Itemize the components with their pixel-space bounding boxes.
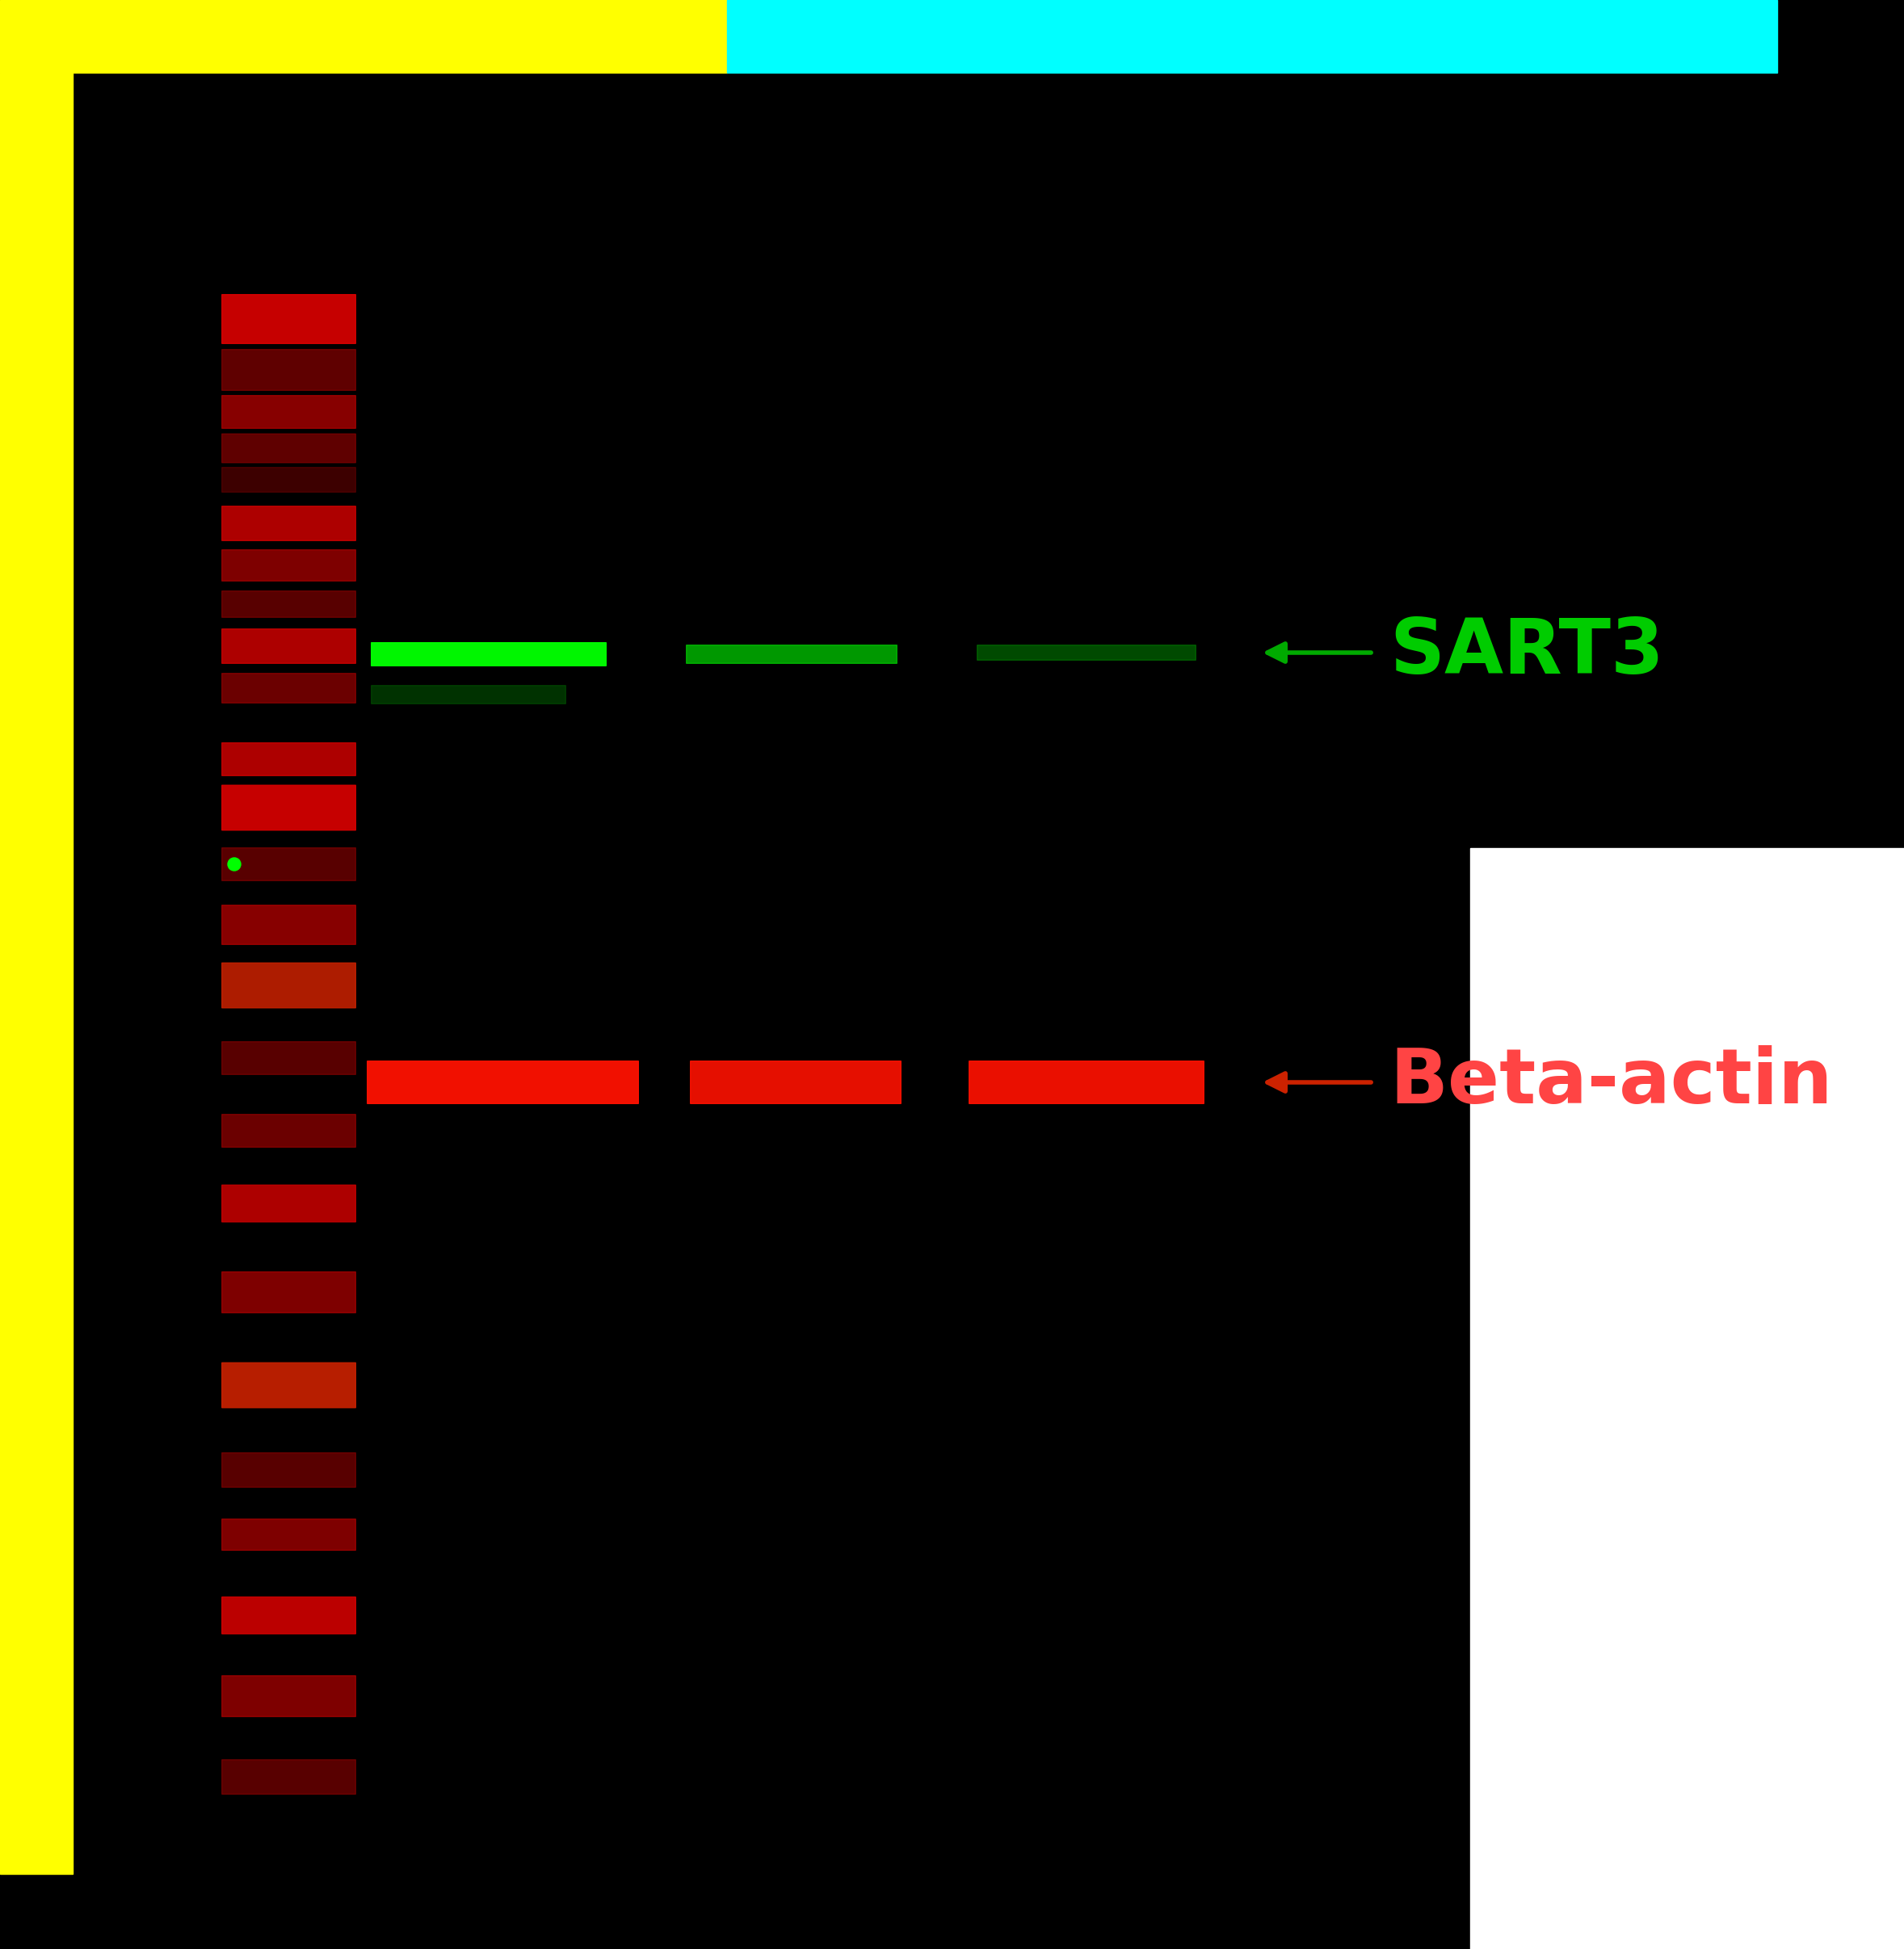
FancyBboxPatch shape (223, 1362, 356, 1407)
FancyBboxPatch shape (223, 294, 356, 343)
FancyBboxPatch shape (223, 349, 356, 390)
FancyBboxPatch shape (223, 1115, 356, 1148)
FancyBboxPatch shape (223, 1185, 356, 1222)
FancyBboxPatch shape (223, 1273, 356, 1314)
FancyBboxPatch shape (223, 1041, 356, 1074)
FancyBboxPatch shape (223, 743, 356, 776)
Circle shape (228, 858, 240, 871)
FancyBboxPatch shape (223, 591, 356, 618)
FancyBboxPatch shape (223, 396, 356, 429)
FancyBboxPatch shape (223, 468, 356, 493)
FancyBboxPatch shape (223, 1760, 356, 1795)
FancyBboxPatch shape (223, 630, 356, 663)
Bar (1470, 848, 1904, 1949)
Bar (727, 0, 1776, 72)
FancyBboxPatch shape (367, 1060, 638, 1103)
FancyBboxPatch shape (223, 785, 356, 830)
FancyBboxPatch shape (223, 507, 356, 540)
Bar (0, 72, 72, 1873)
FancyBboxPatch shape (223, 963, 356, 1008)
Text: Beta-actin: Beta-actin (1390, 1045, 1832, 1119)
FancyBboxPatch shape (371, 686, 565, 704)
FancyBboxPatch shape (691, 1060, 901, 1103)
FancyBboxPatch shape (969, 1060, 1203, 1103)
FancyBboxPatch shape (223, 550, 356, 581)
FancyBboxPatch shape (223, 674, 356, 704)
FancyBboxPatch shape (223, 435, 356, 462)
FancyBboxPatch shape (223, 848, 356, 881)
FancyBboxPatch shape (223, 1596, 356, 1633)
FancyBboxPatch shape (223, 1676, 356, 1717)
FancyBboxPatch shape (977, 645, 1196, 661)
Text: SART3: SART3 (1390, 616, 1664, 690)
FancyBboxPatch shape (223, 1518, 356, 1549)
FancyBboxPatch shape (223, 904, 356, 945)
FancyBboxPatch shape (371, 643, 605, 667)
Bar (0, 0, 727, 72)
FancyBboxPatch shape (223, 1452, 356, 1487)
FancyBboxPatch shape (687, 645, 897, 663)
